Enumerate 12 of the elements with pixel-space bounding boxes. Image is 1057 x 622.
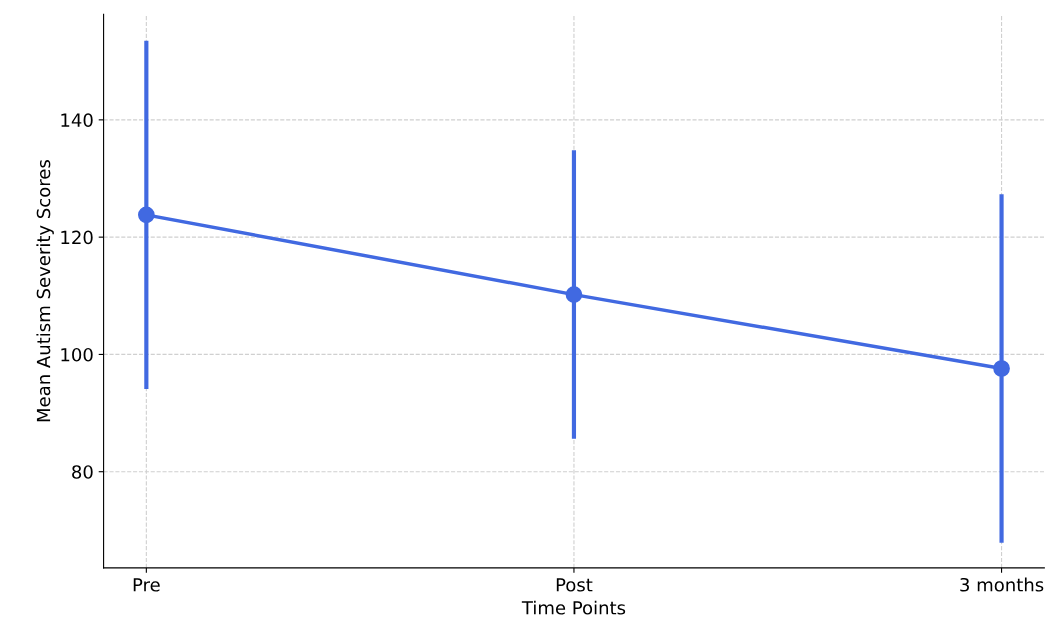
point [993, 360, 1010, 377]
y-tick-label: 80 [72, 465, 93, 479]
x-tick-label: 3 months [960, 577, 1044, 592]
y-tick-label: 140 [61, 113, 93, 127]
y-axis-title: Mean Autism Severity Scores [36, 160, 54, 422]
x-tick-label: Post [556, 578, 593, 592]
point [138, 206, 155, 224]
x-axis-title: Time Points [521, 600, 626, 615]
y-tick-label: 100 [61, 347, 93, 362]
y-tick-label: 120 [61, 230, 93, 245]
point [565, 286, 583, 303]
x-tick-label: Pre [133, 578, 160, 592]
